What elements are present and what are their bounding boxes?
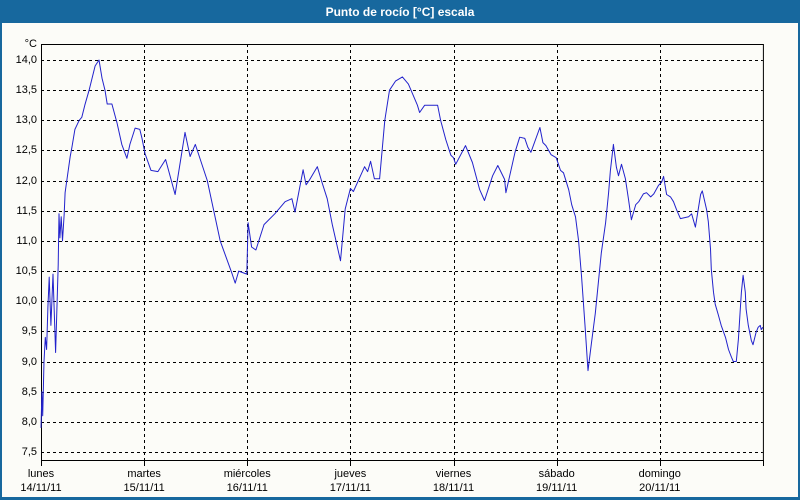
x-axis-date-label: 14/11/11 <box>20 482 62 494</box>
y-axis-tick-label: 10,0 <box>15 295 37 308</box>
y-axis-tick-label: 14,0 <box>15 54 37 66</box>
plot-border <box>41 44 764 461</box>
y-axis-unit-label: °C <box>24 38 37 50</box>
x-axis-date-label: 18/11/11 <box>432 482 475 494</box>
chart-title: Punto de rocío [°C] escala <box>325 5 475 19</box>
y-axis-tick-label: 8,0 <box>21 415 37 428</box>
x-axis-date-label: 15/11/11 <box>123 482 165 494</box>
title-bar: Punto de rocío [°C] escala <box>2 2 798 23</box>
x-axis-day-label: domingo <box>638 468 681 480</box>
y-axis-tick-label: 9,0 <box>21 355 37 368</box>
y-axis-tick-label: 11,0 <box>16 234 37 247</box>
y-axis-tick-label: 13,5 <box>15 84 37 97</box>
y-axis-tick-label: 11,5 <box>16 204 37 217</box>
x-axis-day-label: miércoles <box>223 468 271 480</box>
data-line <box>40 59 764 428</box>
x-axis-day-label: sábado <box>538 468 575 480</box>
y-axis-tick-label: 12,0 <box>15 174 37 187</box>
y-axis-tick-label: 12,5 <box>15 144 37 157</box>
x-axis-day-label: jueves <box>334 468 367 480</box>
y-axis-tick-label: 13,0 <box>15 114 37 127</box>
y-axis-tick-label: 7,5 <box>21 446 37 458</box>
x-axis-date-label: 16/11/11 <box>226 482 268 494</box>
x-axis-day-label: viernes <box>435 468 472 480</box>
y-axis-tick-label: 8,5 <box>21 385 37 398</box>
x-axis-date-label: 17/11/11 <box>329 482 371 494</box>
x-axis-date-label: 19/11/11 <box>536 482 578 494</box>
x-axis-day-label: lunes <box>27 468 55 480</box>
y-axis-tick-label: 10,5 <box>15 265 37 278</box>
x-axis-date-label: 20/11/11 <box>639 482 681 494</box>
x-axis-day-label: martes <box>127 468 161 480</box>
y-axis-tick-label: 9,5 <box>21 325 37 338</box>
